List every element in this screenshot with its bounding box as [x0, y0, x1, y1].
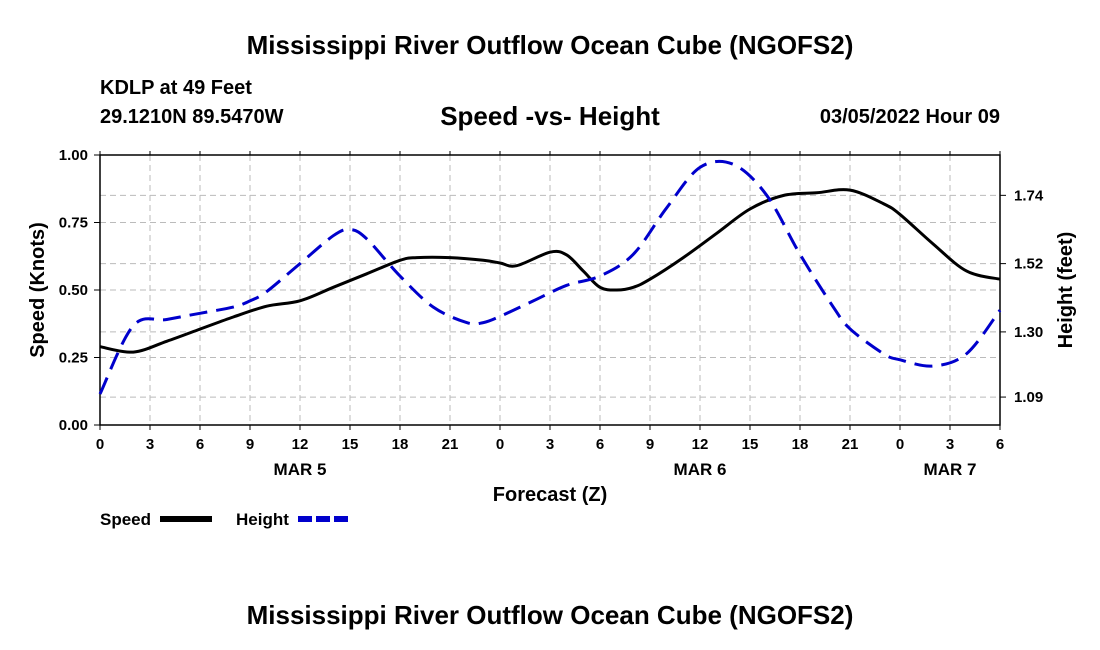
y2-tick-label: 1.30 [1014, 324, 1043, 341]
day-label: MAR 7 [924, 460, 977, 479]
day-label: MAR 6 [674, 460, 727, 479]
speed-series-line [99, 188, 1001, 354]
axis-labels: 0 3 6 9 12 15 18 21 0 3 6 9 12 15 18 21 0 3 6 0.00 0.25 0.50 0… [27, 147, 1077, 506]
x-tick-label: 12 [692, 436, 709, 453]
station-label: KDLP at 49 Feet [100, 77, 252, 99]
x-tick-label: 18 [792, 436, 809, 453]
legend-label: Speed [100, 510, 151, 529]
y2-tick-label: 1.52 [1014, 256, 1043, 273]
x-tick-label: 12 [292, 436, 309, 453]
footer-title: Mississippi River Outflow Ocean Cube (NG… [246, 600, 854, 630]
x-tick-label: 0 [96, 436, 104, 453]
legend: Speed Height [100, 510, 350, 529]
y-tick-label: 0.00 [59, 417, 88, 434]
legend-label: Height [236, 510, 289, 529]
x-axis-title: Forecast (Z) [493, 484, 607, 506]
x-tick-label: 0 [496, 436, 504, 453]
y-tick-label: 0.75 [59, 215, 88, 232]
y2-axis-title: Height (feet) [1055, 232, 1077, 349]
x-tick-label: 6 [996, 436, 1004, 453]
datetime-label: 03/05/2022 Hour 09 [819, 106, 1000, 128]
y-tick-label: 1.00 [59, 147, 88, 164]
chart-subtitle: Speed -vs- Height [440, 101, 660, 131]
x-tick-label: 0 [896, 436, 904, 453]
x-tick-label: 3 [146, 436, 154, 453]
height-series-line [98, 159, 1002, 395]
x-tick-label: 15 [342, 436, 359, 453]
x-tick-label: 6 [196, 436, 204, 453]
x-tick-label: 3 [946, 436, 954, 453]
x-tick-label: 21 [842, 436, 859, 453]
x-tick-label: 21 [442, 436, 459, 453]
grid [100, 154, 1000, 425]
chart-title: Mississippi River Outflow Ocean Cube (NG… [246, 30, 854, 60]
day-label: MAR 5 [274, 460, 327, 479]
y-axis-title: Speed (Knots) [27, 222, 49, 358]
x-tick-label: 9 [246, 436, 254, 453]
series [98, 159, 1002, 395]
y2-tick-label: 1.09 [1014, 389, 1043, 406]
x-tick-label: 6 [596, 436, 604, 453]
x-tick-label: 3 [546, 436, 554, 453]
y-tick-label: 0.50 [59, 282, 88, 299]
x-tick-label: 18 [392, 436, 409, 453]
y-tick-label: 0.25 [59, 350, 88, 367]
axes [94, 151, 1006, 430]
x-tick-label: 9 [646, 436, 654, 453]
x-tick-label: 15 [742, 436, 759, 453]
coordinates-label: 29.1210N 89.5470W [100, 106, 284, 128]
y2-tick-label: 1.74 [1014, 187, 1044, 204]
